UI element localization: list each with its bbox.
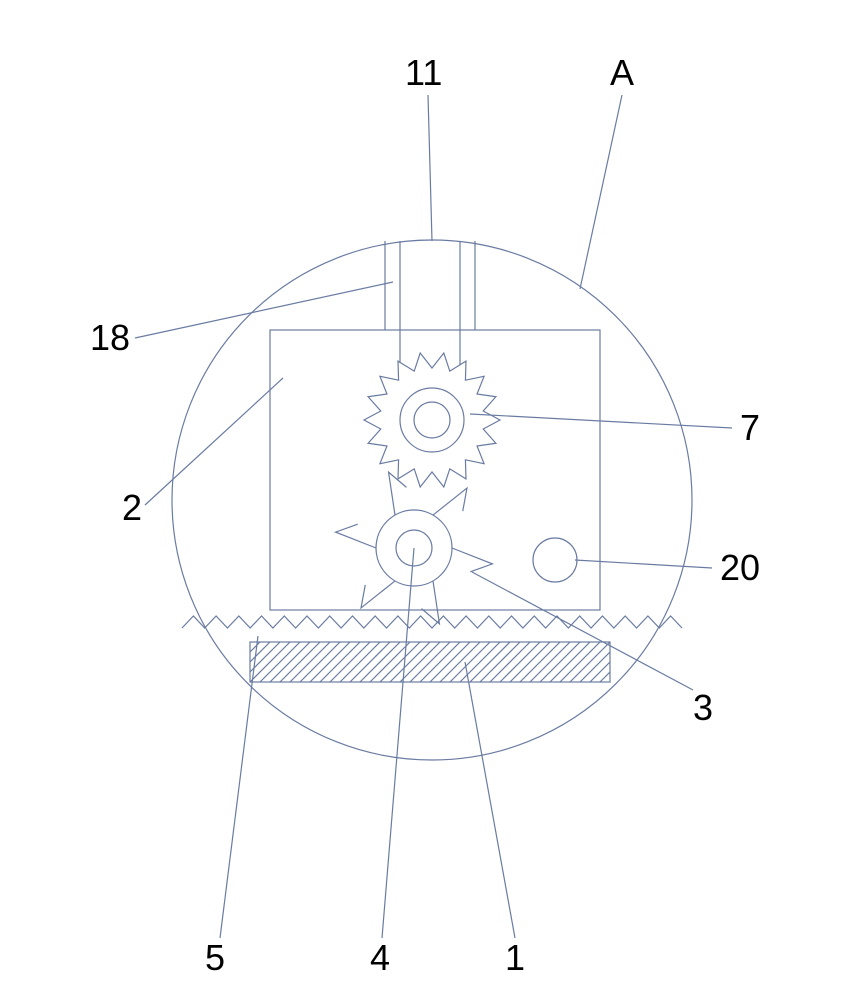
hatch-line: [510, 642, 550, 682]
label-3: 3: [693, 687, 713, 728]
hatch-line: [440, 642, 480, 682]
hatch-line: [420, 642, 460, 682]
hatch-line: [550, 642, 590, 682]
hatch-line: [390, 642, 430, 682]
hatch-line: [280, 642, 320, 682]
hatch-line: [590, 662, 610, 682]
label-2: 2: [122, 487, 142, 528]
small-circle: [533, 538, 577, 582]
label-5: 5: [205, 937, 225, 978]
hatch-line: [250, 642, 270, 662]
cutter-blade: [336, 524, 376, 548]
label-18: 18: [90, 317, 130, 358]
cutter-blade: [361, 581, 395, 608]
hatch-line: [410, 642, 450, 682]
hatch-line: [500, 642, 540, 682]
hatch-line: [540, 642, 580, 682]
hatch-line: [520, 642, 560, 682]
hatch-line: [490, 642, 530, 682]
label-A: A: [610, 52, 634, 93]
label-4: 4: [370, 937, 390, 978]
hatch-line: [380, 642, 420, 682]
hatch-line: [480, 642, 520, 682]
hatch-line: [300, 642, 340, 682]
hatch-line: [250, 642, 260, 652]
cutter-blade: [452, 548, 492, 572]
leader-line-4: [382, 548, 414, 938]
hatch-line: [460, 642, 500, 682]
hatch-line: [430, 642, 470, 682]
hatch-line: [290, 642, 330, 682]
hatch-line: [320, 642, 360, 682]
leader-line-5: [220, 636, 258, 938]
hatch-line: [340, 642, 380, 682]
leader-line-3: [472, 572, 693, 690]
hatch-line: [560, 642, 600, 682]
leader-line-7: [470, 414, 732, 428]
leader-line-11: [428, 95, 432, 241]
hatch-line: [310, 642, 350, 682]
gear-hub-outer: [400, 388, 464, 452]
label-20: 20: [720, 547, 760, 588]
hatch-line: [270, 642, 310, 682]
hatch-line: [530, 642, 570, 682]
cutter-blade: [433, 488, 467, 515]
hatch-line: [570, 642, 610, 682]
hatch-line: [330, 642, 370, 682]
cutter-blade: [422, 581, 440, 624]
leader-line-A: [580, 95, 622, 289]
hatch-line: [260, 642, 300, 682]
label-1: 1: [505, 937, 525, 978]
hatch-line: [470, 642, 510, 682]
hatch-line: [450, 642, 490, 682]
leader-line-1: [465, 662, 515, 938]
hatch-line: [360, 642, 400, 682]
leader-line-20: [575, 560, 712, 568]
label-7: 7: [740, 407, 760, 448]
leader-line-2: [145, 378, 283, 505]
hatch-line: [350, 642, 390, 682]
label-11: 11: [405, 52, 442, 93]
diagram-canvas: 1 2 3 4 5 7 11 18 20 A: [0, 0, 856, 1000]
hatch-line: [600, 672, 610, 682]
